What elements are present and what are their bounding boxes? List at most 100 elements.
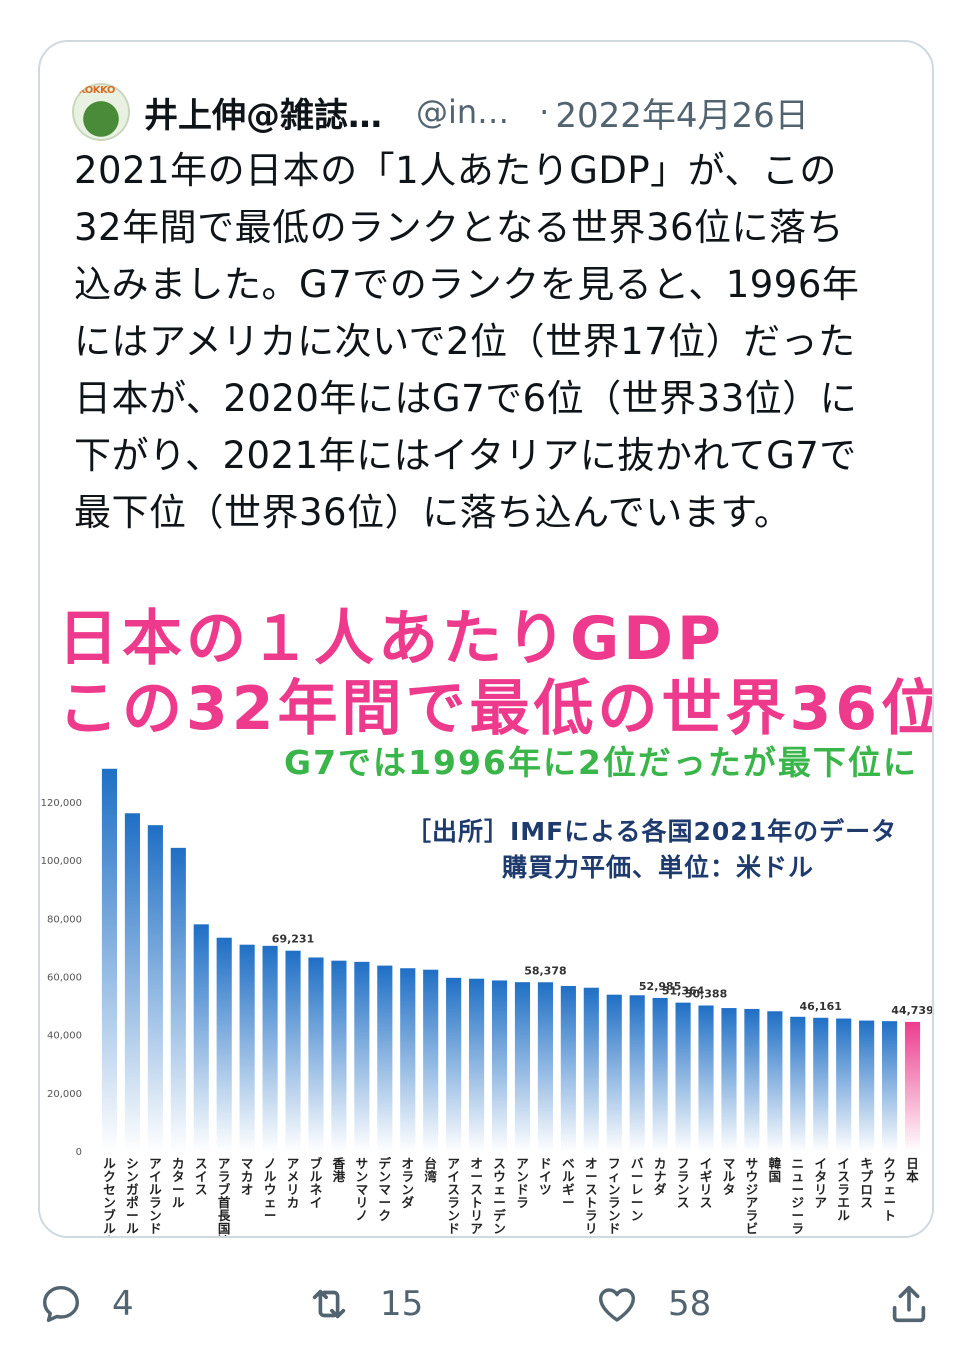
bar-アイルランド <box>147 825 163 1152</box>
reply-count: 4 <box>112 1284 134 1324</box>
x-tick-label: イスラエル <box>837 1156 850 1223</box>
x-tick-label: サンマリノ <box>356 1156 369 1223</box>
bar-サンマリノ <box>354 961 370 1152</box>
bar-イギリス <box>698 1005 714 1152</box>
x-tick-label: ドイツ <box>539 1156 552 1197</box>
avatar-ring <box>72 83 130 141</box>
y-tick-label: 0 <box>76 1147 82 1158</box>
x-tick-label: マカオ <box>241 1156 254 1197</box>
bar-バーレーン <box>629 995 645 1152</box>
like-button[interactable]: 58 <box>594 1274 711 1334</box>
bar-スウェーデン <box>491 980 508 1152</box>
data-label: 44,739 <box>891 1004 932 1017</box>
x-tick-label: ブルネイ <box>310 1156 323 1210</box>
x-tick-label: スウェーデン <box>493 1156 506 1236</box>
y-tick-label: 120,000 <box>41 798 82 809</box>
author-name[interactable]: 井上伸@雑誌… <box>144 95 382 136</box>
x-tick-label: キプロス <box>860 1156 873 1210</box>
x-tick-label: 日本 <box>906 1156 919 1184</box>
y-tick-label: 20,000 <box>47 1089 82 1100</box>
retweet-count: 15 <box>380 1284 424 1324</box>
avatar[interactable]: KOKKO <box>72 83 130 141</box>
bar-フランス <box>675 1002 691 1152</box>
bar-イスラエル <box>836 1018 852 1152</box>
data-label: 51,364 <box>662 985 705 998</box>
tweet-actions: 4 15 58 <box>0 1274 972 1334</box>
x-tick-label: カタール <box>172 1156 185 1210</box>
x-tick-label: マルタ <box>723 1156 736 1197</box>
bar-ブルネイ <box>308 957 324 1152</box>
date-separator: · <box>539 93 550 131</box>
x-tick-label: バーレーン <box>631 1156 644 1223</box>
bar-スイス <box>193 924 209 1152</box>
x-tick-label: 香港 <box>332 1156 346 1184</box>
bar-ニュージーランド <box>790 1016 806 1152</box>
bar-アイスランド <box>446 977 462 1152</box>
x-tick-label: アイスランド <box>447 1156 460 1236</box>
tweet-text: 2021年の日本の「1人あたりGDP」が、この 32年間で最低のランクとなる世界… <box>74 149 860 534</box>
bar-マルタ <box>721 1008 737 1152</box>
bar-フィンランド <box>606 994 622 1152</box>
x-tick-label: ベルギー <box>562 1156 575 1210</box>
infographic-source-line-2: 購買力平価、単位：米ドル <box>502 853 815 882</box>
bar-オランダ <box>400 968 416 1152</box>
x-tick-label: スイス <box>195 1156 208 1197</box>
heart-icon <box>598 1288 636 1322</box>
bar-台湾 <box>423 969 439 1152</box>
infographic-subheadline: G7では1996年に2位だったが最下位に <box>284 743 918 782</box>
bar-アラブ首長国連邦 <box>216 937 232 1152</box>
bar-クウェート <box>882 1021 898 1152</box>
x-tick-label: アンドラ <box>516 1156 529 1210</box>
bar-サウジアラビア <box>744 1008 760 1152</box>
reply-icon <box>42 1285 80 1323</box>
like-count: 58 <box>668 1284 712 1324</box>
infographic-headline-1: 日本の１人あたりGDP <box>58 604 726 674</box>
retweet-icon <box>312 1289 346 1319</box>
tweet-card[interactable]: KOKKO 井上伸@雑誌… @in… · 2022年4月26日 2021年の日本… <box>38 40 934 1238</box>
data-label: 46,161 <box>800 1000 842 1013</box>
y-tick-label: 80,000 <box>47 914 82 925</box>
bar-イタリア <box>813 1017 829 1152</box>
data-label: 69,231 <box>272 933 314 946</box>
x-tick-label: 韓国 <box>769 1156 782 1184</box>
bar-デンマーク <box>377 965 393 1152</box>
data-label: 50,388 <box>685 987 727 1000</box>
x-tick-label: サウジアラビア <box>746 1156 759 1238</box>
tweet-date[interactable]: 2022年4月26日 <box>555 95 809 136</box>
x-tick-label: ノルウェー <box>264 1156 277 1223</box>
tweet-header: KOKKO 井上伸@雑誌… @in… · 2022年4月26日 <box>72 82 900 142</box>
x-tick-label: フィンランド <box>608 1156 621 1236</box>
x-tick-label: シンガポール <box>126 1156 139 1236</box>
x-tick-label: アイルランド <box>149 1156 162 1236</box>
y-tick-label: 60,000 <box>47 973 82 984</box>
bar-韓国 <box>767 1011 783 1152</box>
author-handle[interactable]: @in… <box>416 93 510 131</box>
x-tick-label: クウェート <box>883 1156 896 1223</box>
x-tick-label: 台湾 <box>424 1156 437 1184</box>
retweet-button[interactable]: 15 <box>306 1274 423 1334</box>
infographic-source-line-1: ［出所］IMFによる各国2021年のデータ <box>406 817 898 846</box>
x-tick-label: ルクセンブルク <box>103 1156 116 1238</box>
bar-アメリカ <box>285 950 301 1152</box>
x-tick-label: アメリカ <box>287 1156 300 1210</box>
x-tick-label: フランス <box>677 1156 690 1210</box>
x-tick-label: デンマーク <box>379 1156 392 1223</box>
bar-アンドラ <box>514 982 531 1152</box>
bar-オーストリア <box>469 978 485 1152</box>
tweet-image[interactable]: 0 20,000 40,000 60,000 80,000 100,000 120,000 ル… <box>40 590 934 1238</box>
share-button[interactable] <box>886 1274 932 1334</box>
infographic-headline-2: この32年間で最低の世界36位 <box>58 674 934 744</box>
x-tick-label: アラブ首長国連邦 <box>218 1156 231 1238</box>
bar-カタール <box>170 847 186 1152</box>
reply-button[interactable]: 4 <box>38 1274 134 1334</box>
x-tick-label: カナダ <box>654 1156 667 1197</box>
bar-シンガポール <box>124 813 140 1152</box>
x-tick-label: イタリア <box>814 1156 827 1210</box>
avatar-logo-text: KOKKO <box>78 85 115 96</box>
bar-ベルギー <box>560 985 576 1152</box>
x-tick-label: オランダ <box>401 1156 414 1210</box>
bar-日本 <box>904 1021 921 1152</box>
bar-ノルウェー <box>262 945 278 1152</box>
gdp-bar-chart: 0 20,000 40,000 60,000 80,000 100,000 120,000 ル… <box>41 768 932 1238</box>
x-tick-label: ニュージーランド <box>792 1156 805 1238</box>
